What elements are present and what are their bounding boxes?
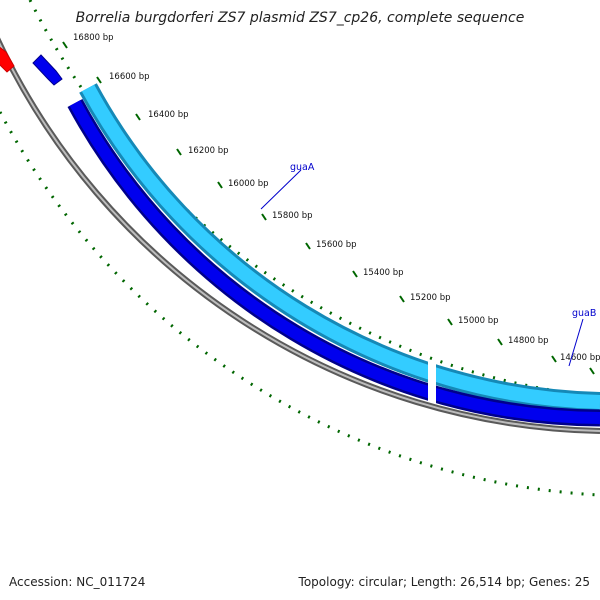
scale-tick	[447, 318, 453, 326]
scale-tick	[261, 213, 267, 221]
tick-label: 16600 bp	[109, 72, 150, 82]
scale-tick-labels: 16800 bp 16600 bp 16400 bp 16200 bp 1600…	[73, 33, 600, 363]
topology-summary: Topology: circular; Length: 26,514 bp; G…	[298, 575, 590, 589]
tick-label: 16400 bp	[148, 110, 189, 120]
scale-tick	[217, 181, 223, 189]
red-feature	[0, 46, 15, 73]
tick-label: 15800 bp	[272, 211, 313, 221]
guaA-pointer-line	[260, 169, 302, 210]
scale-tick	[399, 295, 405, 303]
scale-tick	[135, 113, 141, 121]
gene-label-guaA: guaA	[290, 162, 315, 173]
scale-tick	[589, 367, 595, 375]
scale-tick	[551, 355, 557, 363]
tick-label: 16000 bp	[228, 179, 269, 189]
tick-label: 15600 bp	[316, 240, 357, 250]
scale-tick	[352, 270, 358, 278]
tick-label: 16200 bp	[188, 146, 229, 156]
tick-label: 15000 bp	[458, 316, 499, 326]
tick-label: 14800 bp	[508, 336, 549, 346]
tick-label: 14600 bp	[560, 353, 600, 363]
scale-tick	[497, 338, 503, 346]
accession-text: Accession: NC_011724	[9, 575, 145, 589]
tick-label: 15400 bp	[363, 268, 404, 278]
sequence-backbone-highlight	[0, 42, 600, 432]
forward-feature-guaB	[436, 364, 600, 412]
scale-tick	[176, 148, 182, 156]
scale-tick	[305, 242, 311, 250]
reverse-feature-2	[436, 385, 600, 427]
map-title: Borrelia burgdorferi ZS7 plasmid ZS7_cp2…	[76, 10, 525, 26]
scale-tick	[62, 41, 68, 49]
small-forward-feature	[32, 54, 63, 86]
scale-ticks	[62, 41, 595, 375]
reverse-feature-1	[67, 98, 428, 401]
guaB-pointer-line	[568, 318, 584, 367]
tick-label: 16800 bp	[73, 33, 114, 43]
scale-tick	[96, 76, 102, 84]
forward-feature-guaA	[79, 83, 428, 383]
tick-label: 15200 bp	[410, 293, 451, 303]
gene-label-guaB: guaB	[572, 308, 596, 319]
